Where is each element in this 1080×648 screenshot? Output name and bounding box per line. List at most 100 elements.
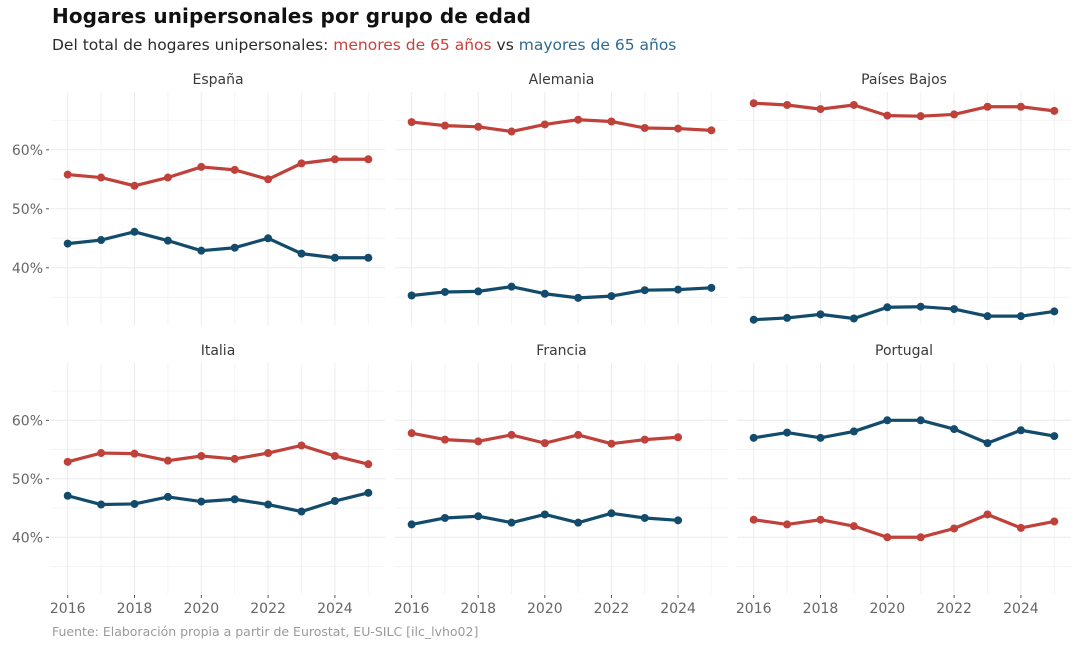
data-point-mayores-65 [364,488,373,497]
x-tick-label: 2022 [936,601,972,617]
x-tick-label: 2020 [527,601,563,617]
data-point-mayores-65 [950,305,959,314]
data-point-mayores-65 [230,495,239,504]
data-point-menores-65 [816,515,825,524]
series-line-menores-65 [752,101,1056,118]
data-point-mayores-65 [540,289,549,298]
panel-paises-bajos: Países Bajos [737,72,1071,325]
series-line-mayores-65 [66,230,370,260]
x-tick-label: 2018 [460,601,496,617]
x-tick-label: 2020 [183,601,219,617]
x-tick-label: 2022 [250,601,286,617]
data-point-menores-65 [783,100,792,109]
data-point-mayores-65 [707,283,716,292]
data-point-menores-65 [674,124,683,133]
y-tick-label: 40% [12,530,43,546]
data-point-mayores-65 [783,428,792,437]
data-point-menores-65 [407,429,416,438]
data-point-menores-65 [950,110,959,119]
data-point-mayores-65 [816,310,825,319]
panel-title: España [192,72,243,88]
data-point-mayores-65 [783,313,792,322]
data-point-mayores-65 [574,293,583,302]
data-point-menores-65 [130,449,139,458]
data-point-menores-65 [607,117,616,126]
data-point-mayores-65 [474,512,483,521]
data-point-mayores-65 [330,253,339,262]
panel-title: Portugal [875,343,933,359]
x-tick-label: 2022 [594,601,630,617]
y-tick-label: 50% [12,472,43,488]
data-point-mayores-65 [507,282,516,291]
data-point-mayores-65 [574,518,583,527]
x-tick-label: 2018 [803,601,839,617]
data-point-mayores-65 [607,292,616,301]
data-point-menores-65 [916,112,925,121]
data-point-menores-65 [816,105,825,114]
data-point-mayores-65 [849,427,858,436]
x-tick-label: 2024 [660,601,696,617]
data-point-menores-65 [983,102,992,111]
data-point-mayores-65 [983,439,992,448]
data-point-menores-65 [264,175,273,184]
data-point-mayores-65 [407,291,416,300]
legend-menores-65: menores de 65 años [333,36,492,54]
data-point-menores-65 [916,533,925,542]
data-point-menores-65 [540,120,549,129]
data-point-menores-65 [440,435,449,444]
data-point-menores-65 [330,451,339,460]
data-point-menores-65 [1016,523,1025,532]
data-point-mayores-65 [440,513,449,522]
data-point-mayores-65 [607,509,616,518]
data-point-menores-65 [163,456,172,465]
data-point-mayores-65 [264,500,273,509]
data-point-mayores-65 [407,520,416,529]
data-point-mayores-65 [197,497,206,506]
data-point-mayores-65 [640,286,649,295]
data-point-mayores-65 [640,513,649,522]
data-point-menores-65 [440,121,449,130]
data-point-menores-65 [474,122,483,131]
series-line-menores-65 [66,157,370,188]
series-line-mayores-65 [752,418,1056,445]
data-point-mayores-65 [97,236,106,245]
series-line-menores-65 [752,512,1056,539]
series-line-mayores-65 [66,491,370,514]
x-tick-label: 2020 [869,601,905,617]
data-point-menores-65 [507,127,516,136]
data-point-mayores-65 [1050,432,1059,441]
panel-francia: Francia 2016 2018 2020 2022 2024 [394,343,728,617]
data-point-mayores-65 [883,303,892,312]
panel-title: Francia [536,343,586,359]
y-tick-label: 40% [12,261,43,277]
data-point-menores-65 [197,162,206,171]
data-point-menores-65 [983,510,992,519]
data-point-mayores-65 [130,499,139,508]
series-line-mayores-65 [752,305,1056,322]
x-tick-label: 2016 [50,601,86,617]
data-point-menores-65 [230,454,239,463]
panel-espana: España 40% 50% 60% [12,72,385,325]
data-point-menores-65 [97,173,106,182]
data-point-menores-65 [849,522,858,531]
data-point-menores-65 [330,155,339,164]
panel-alemania: Alemania [395,72,728,325]
data-point-mayores-65 [674,516,683,525]
data-point-menores-65 [1050,517,1059,526]
data-point-mayores-65 [230,243,239,252]
data-point-menores-65 [540,439,549,448]
chart-title: Hogares unipersonales por grupo de edad [52,4,532,28]
data-point-mayores-65 [130,227,139,236]
data-point-menores-65 [1050,106,1059,115]
data-point-menores-65 [297,441,306,450]
data-point-menores-65 [63,170,72,179]
data-point-menores-65 [63,457,72,466]
data-point-mayores-65 [507,518,516,527]
data-point-mayores-65 [950,425,959,434]
chart-subtitle: Del total de hogares unipersonales: meno… [52,36,676,54]
data-point-menores-65 [163,173,172,182]
data-point-mayores-65 [264,234,273,243]
y-tick-label: 50% [12,202,43,218]
series-line-menores-65 [66,443,370,466]
